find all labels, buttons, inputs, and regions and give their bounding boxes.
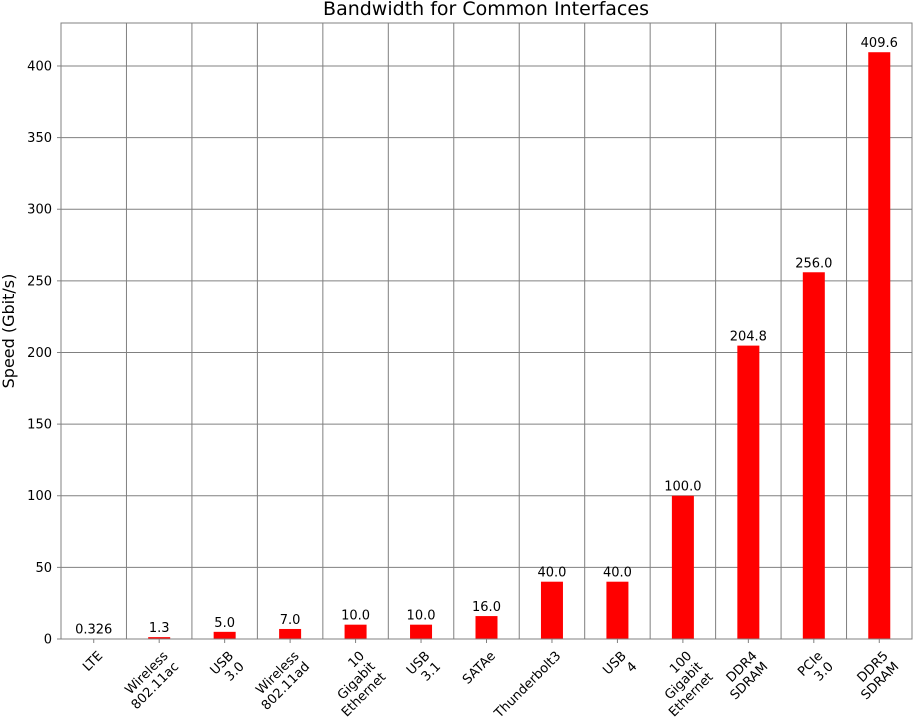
data-label-100-gigabit-ethernet: 100.0 bbox=[664, 480, 701, 495]
y-tick-label: 100 bbox=[27, 489, 52, 504]
data-label-usb-3-0: 5.0 bbox=[214, 616, 235, 631]
x-tick-label-satae: SATAe bbox=[460, 649, 499, 688]
data-label-usb-4: 40.0 bbox=[603, 566, 632, 581]
data-label-thunderbolt3: 40.0 bbox=[537, 566, 566, 581]
bar-thunderbolt3 bbox=[540, 581, 563, 639]
y-tick-label: 250 bbox=[27, 274, 52, 289]
bar-10-gigabit-ethernet bbox=[344, 624, 367, 639]
data-label-satae: 16.0 bbox=[472, 600, 501, 615]
y-tick-label: 300 bbox=[27, 203, 52, 218]
data-label-lte: 0.326 bbox=[75, 623, 112, 638]
x-tick-label-line: SATAe bbox=[460, 649, 499, 688]
bar-wireless-802-11ac bbox=[148, 637, 171, 639]
data-label-usb-3-1: 10.0 bbox=[407, 609, 436, 624]
y-axis-ticks: 0 50 100 150 200 250 300 350 400 bbox=[27, 59, 61, 648]
bar-usb-3-1 bbox=[410, 624, 433, 639]
y-tick-label: 200 bbox=[27, 346, 52, 361]
y-tick-label: 150 bbox=[27, 418, 52, 433]
grid-lines bbox=[61, 23, 912, 640]
bar-satae bbox=[475, 616, 498, 639]
data-label-10-gigabit-ethernet: 10.0 bbox=[341, 609, 370, 624]
y-axis-label: Speed (Gbit/s) bbox=[0, 274, 18, 389]
x-tick-label-lte: LTE bbox=[80, 649, 106, 675]
data-label-wireless-802-11ac: 1.3 bbox=[149, 621, 170, 636]
bar-wireless-802-11ad bbox=[279, 628, 302, 639]
bars bbox=[82, 52, 891, 640]
data-label-pcie-3-0: 256.0 bbox=[795, 256, 832, 271]
bar-usb-4 bbox=[606, 581, 629, 639]
y-tick-label: 400 bbox=[27, 59, 52, 74]
bar-ddr4-sdram bbox=[737, 345, 760, 639]
plot-frame bbox=[60, 22, 913, 640]
y-tick-label: 50 bbox=[35, 561, 52, 576]
bar-usb-3-0 bbox=[213, 631, 236, 639]
y-tick-label: 350 bbox=[27, 131, 52, 146]
chart-title: Bandwidth for Common Interfaces bbox=[323, 0, 649, 20]
bar-pcie-3-0 bbox=[802, 272, 825, 639]
data-label-ddr5-sdram: 409.6 bbox=[861, 36, 898, 51]
bar-ddr5-sdram bbox=[868, 52, 891, 640]
data-labels: 0.326 1.3 5.0 7.0 10.0 10.0 16.0 40.0 40.0 100.0 2… bbox=[75, 36, 898, 637]
x-tick-label-line: 4 bbox=[624, 659, 640, 675]
data-label-wireless-802-11ad: 7.0 bbox=[280, 613, 301, 628]
y-tick-label: 0 bbox=[44, 633, 52, 648]
x-tick-label-line: Thunderbolt3 bbox=[491, 649, 564, 721]
x-tick-label-line: LTE bbox=[80, 649, 106, 675]
bar-100-gigabit-ethernet bbox=[671, 495, 694, 639]
x-tick-label-thunderbolt3: Thunderbolt3 bbox=[491, 649, 564, 721]
data-label-ddr4-sdram: 204.8 bbox=[730, 330, 767, 345]
